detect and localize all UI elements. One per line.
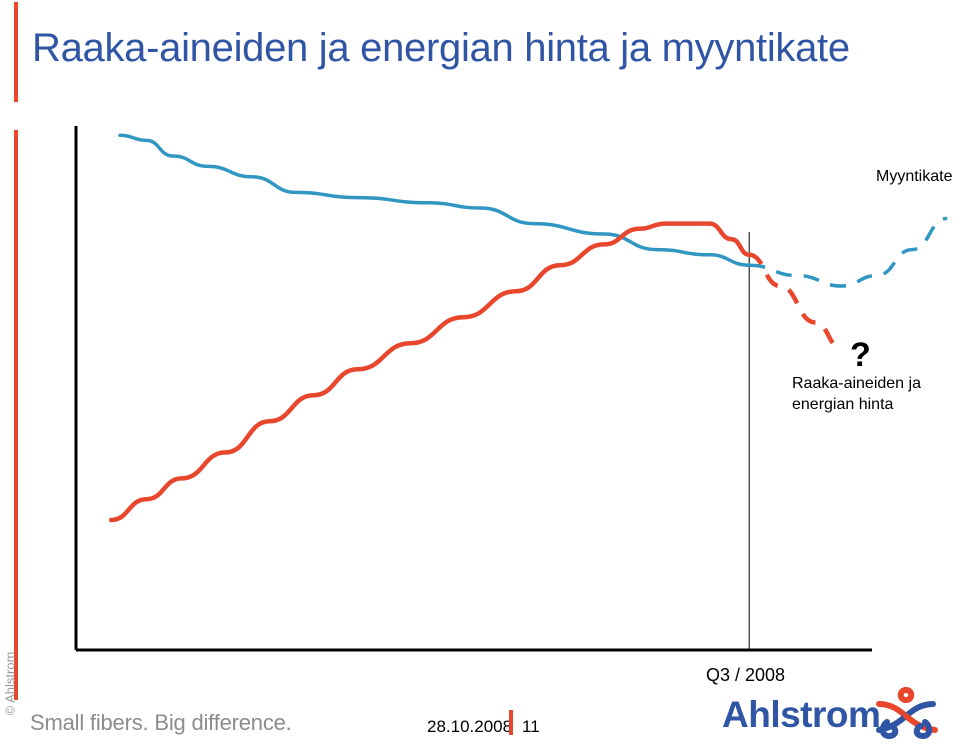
line-chart: Myyntikate ? Raaka-aineiden ja energian … — [74, 126, 953, 685]
title-accent-bar — [14, 2, 18, 102]
series-line-myyntikate — [118, 133, 751, 267]
series-forecast-myyntikate — [749, 216, 948, 288]
page-title: Raaka-aineiden ja energian hinta ja myyn… — [32, 26, 850, 70]
footer-slogan: Small fibers. Big difference. — [30, 710, 292, 735]
legend-label-line-2: energian hinta — [792, 396, 894, 413]
footer-accent-bar — [509, 710, 513, 735]
left-accent-rule — [14, 130, 18, 700]
question-mark-annotation: ? — [850, 336, 871, 374]
legend-label-raaka-aineiden: Raaka-aineiden ja energian hinta — [792, 375, 925, 413]
legend-label-myyntikate: Myyntikate — [876, 168, 953, 185]
ahlstrom-logo-icon — [876, 687, 938, 740]
footer-date: 28.10.2008 — [427, 717, 513, 736]
ahlstrom-logo-text: Ahlstrom — [722, 694, 881, 735]
series-line-raaka-aineiden-hinta — [108, 221, 752, 523]
series-layer — [108, 133, 948, 523]
page-number: 11 — [522, 717, 540, 736]
legend-label-line-1: Raaka-aineiden ja — [792, 375, 921, 392]
q3-2008-label: Q3 / 2008 — [706, 665, 785, 685]
series-forecast-raaka-aineiden-hinta — [748, 252, 843, 351]
